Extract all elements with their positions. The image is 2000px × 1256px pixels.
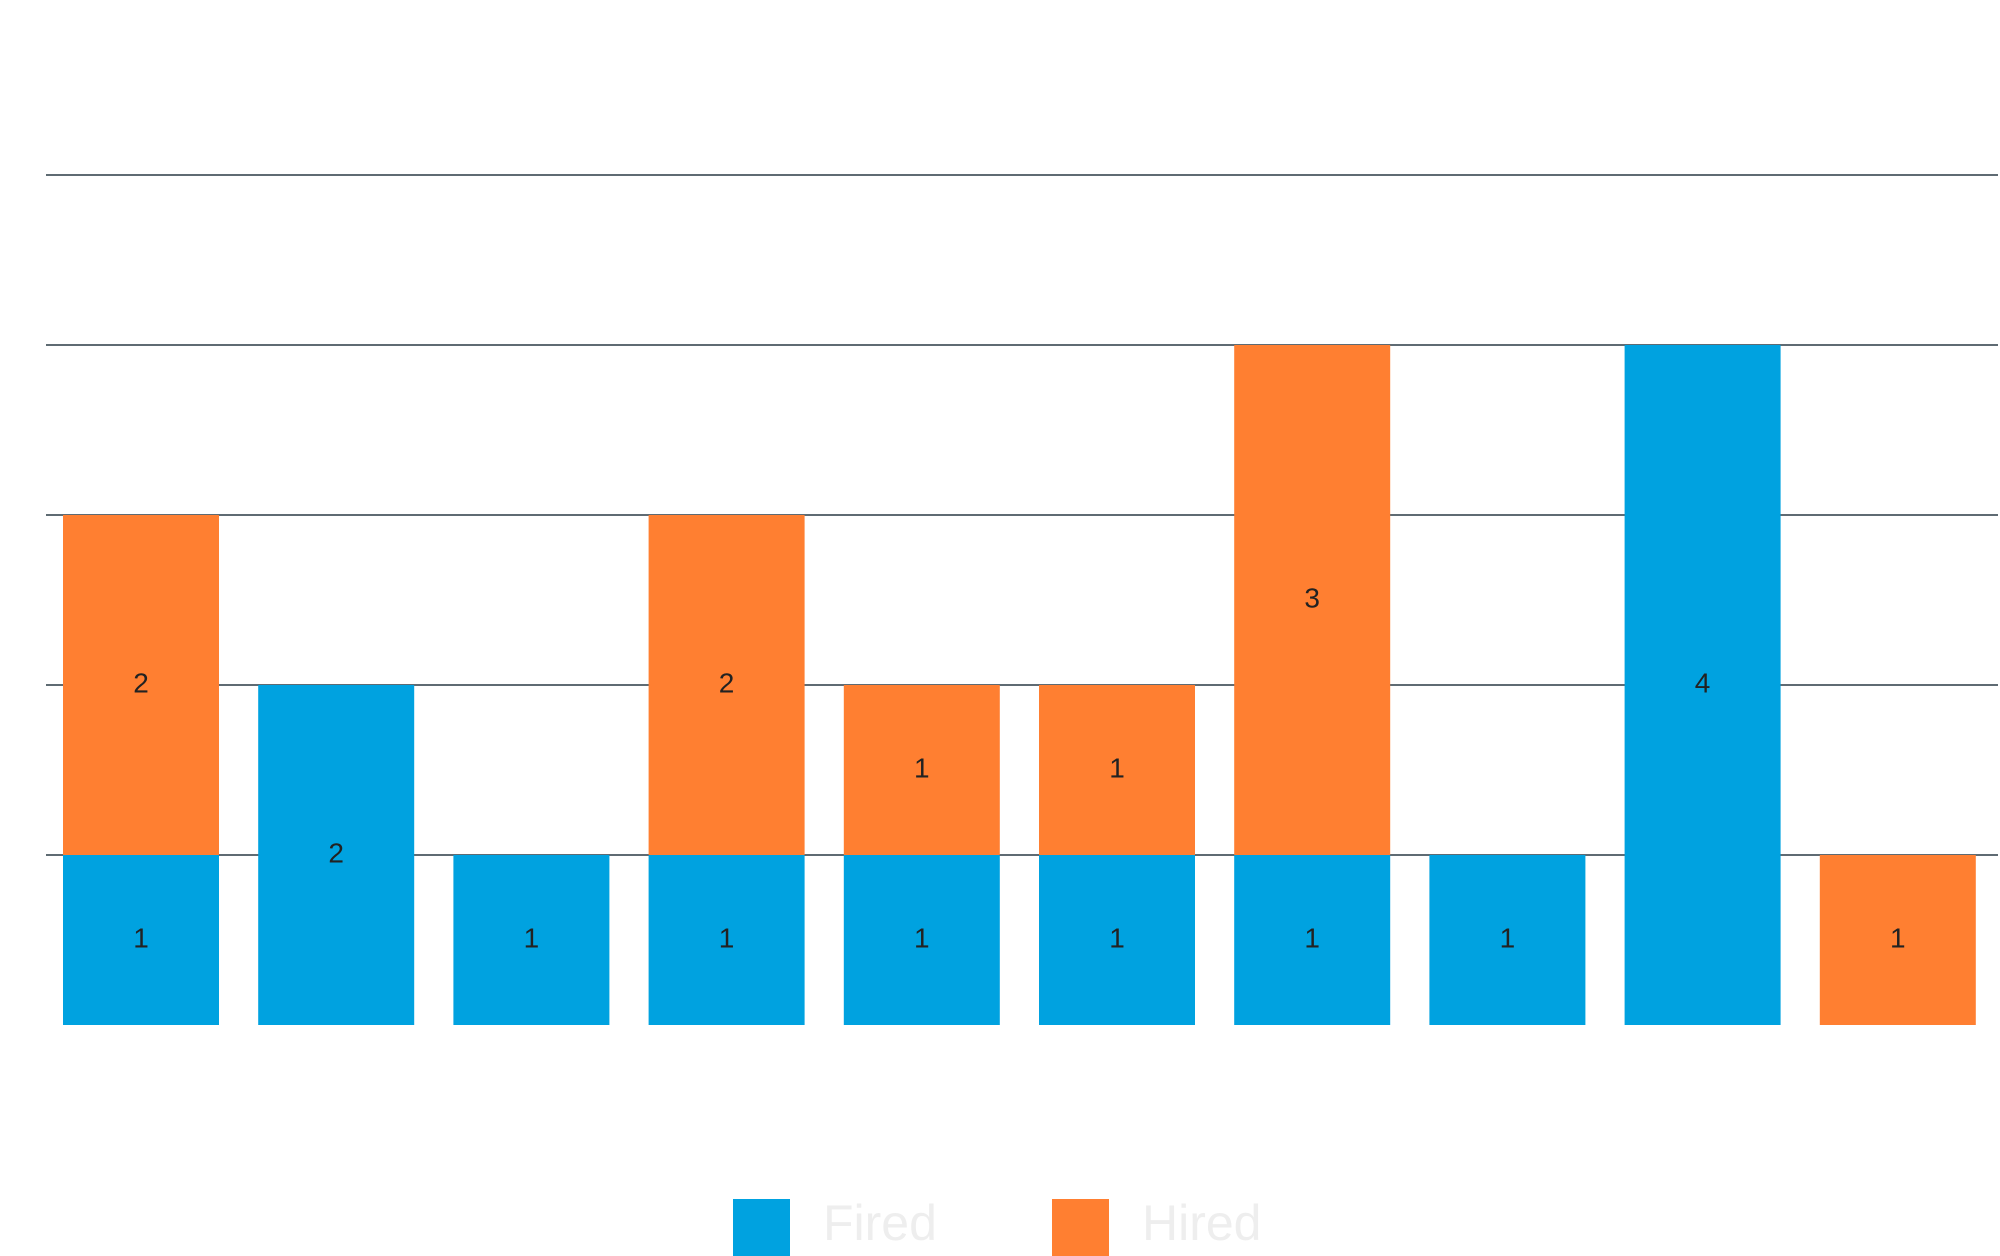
data-label-hired: 1 <box>914 752 930 783</box>
bar-hired <box>1819 855 1976 1025</box>
bars <box>63 345 1976 1025</box>
data-labels: 1 2 2 1 1 2 1 1 1 1 1 3 1 4 1 <box>133 582 1905 953</box>
bar-fired <box>258 685 415 1025</box>
legend-label-fired: Fired <box>823 1195 937 1251</box>
bar-fired <box>453 855 610 1025</box>
data-label-fired: 1 <box>1304 922 1320 953</box>
bar-hired <box>63 515 219 855</box>
data-label-fired: 1 <box>719 922 735 953</box>
data-label-fired: 1 <box>1500 922 1516 953</box>
data-label-hired: 2 <box>719 667 735 698</box>
bar-fired <box>1039 855 1195 1025</box>
bar-fired <box>1624 345 1781 1025</box>
bar-fired <box>648 855 805 1025</box>
data-label-hired: 1 <box>1109 752 1125 783</box>
bar-fired <box>63 855 219 1025</box>
bar-hired <box>1234 345 1391 855</box>
data-label-fired: 1 <box>914 922 930 953</box>
legend-swatch-fired <box>733 1199 790 1256</box>
data-label-fired: 1 <box>133 922 149 953</box>
data-label-hired: 2 <box>133 667 149 698</box>
data-label-fired: 1 <box>524 922 540 953</box>
bar-fired <box>843 855 1000 1025</box>
bar-hired <box>1039 685 1195 855</box>
legend-label-hired: Hired <box>1142 1195 1261 1251</box>
data-label-fired: 2 <box>328 837 344 868</box>
data-label-fired: 4 <box>1695 667 1711 698</box>
bar-fired <box>1429 855 1586 1025</box>
legend-swatch-hired <box>1052 1199 1109 1256</box>
bar-hired <box>843 685 1000 855</box>
legend: Fired Hired <box>733 1195 1261 1256</box>
bar-fired <box>1234 855 1391 1025</box>
bar-hired <box>648 515 805 855</box>
data-label-hired: 1 <box>1890 922 1906 953</box>
data-label-hired: 3 <box>1304 582 1320 613</box>
data-label-fired: 1 <box>1109 922 1125 953</box>
